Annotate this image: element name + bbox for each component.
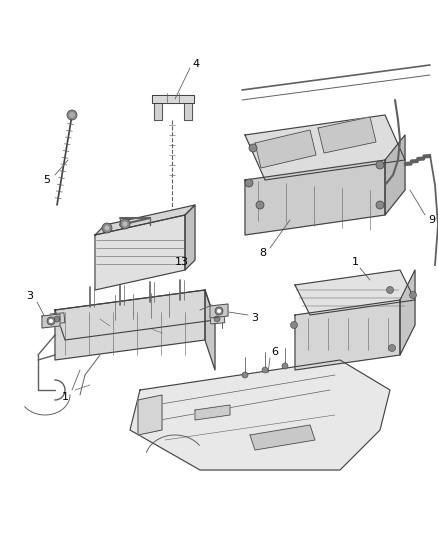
Circle shape	[410, 292, 417, 298]
Polygon shape	[42, 314, 60, 328]
Circle shape	[123, 222, 127, 227]
Text: 1: 1	[352, 257, 358, 267]
Circle shape	[245, 179, 253, 187]
Polygon shape	[245, 160, 385, 235]
Polygon shape	[154, 103, 162, 120]
Circle shape	[214, 316, 220, 322]
Circle shape	[49, 319, 53, 323]
Circle shape	[376, 161, 384, 169]
Circle shape	[249, 144, 257, 152]
Circle shape	[69, 112, 75, 118]
Polygon shape	[385, 135, 405, 215]
Bar	[210, 313, 225, 324]
Polygon shape	[250, 425, 315, 450]
Text: 8: 8	[259, 248, 267, 258]
Polygon shape	[245, 115, 405, 180]
Polygon shape	[205, 290, 215, 370]
Circle shape	[290, 321, 297, 328]
Circle shape	[389, 344, 396, 351]
Polygon shape	[55, 290, 205, 360]
Polygon shape	[318, 117, 376, 153]
Circle shape	[376, 201, 384, 209]
Polygon shape	[210, 304, 228, 318]
Circle shape	[120, 219, 130, 229]
Circle shape	[215, 307, 223, 315]
Text: 13: 13	[175, 257, 189, 267]
Text: 1: 1	[61, 392, 68, 402]
Circle shape	[102, 223, 112, 233]
Circle shape	[217, 309, 221, 313]
Circle shape	[282, 363, 288, 369]
Text: 4: 4	[192, 59, 200, 69]
Circle shape	[67, 110, 77, 120]
Text: 5: 5	[43, 175, 50, 185]
Polygon shape	[95, 205, 195, 235]
Polygon shape	[295, 270, 415, 315]
Circle shape	[256, 201, 264, 209]
Polygon shape	[400, 270, 415, 355]
Circle shape	[47, 317, 55, 325]
Text: 6: 6	[272, 347, 279, 357]
Polygon shape	[152, 95, 194, 103]
Text: 9: 9	[428, 215, 435, 225]
Polygon shape	[55, 290, 215, 340]
Text: 3: 3	[27, 291, 33, 301]
Polygon shape	[295, 300, 400, 370]
Polygon shape	[255, 130, 316, 168]
Polygon shape	[185, 205, 195, 270]
Polygon shape	[138, 395, 162, 435]
Circle shape	[54, 316, 60, 322]
Polygon shape	[130, 360, 390, 470]
Bar	[50, 313, 65, 324]
Circle shape	[262, 367, 268, 373]
Circle shape	[242, 372, 248, 378]
Circle shape	[386, 287, 393, 294]
Polygon shape	[95, 215, 185, 290]
Text: 3: 3	[251, 313, 258, 323]
Polygon shape	[184, 103, 192, 120]
Polygon shape	[195, 405, 230, 420]
Circle shape	[105, 225, 110, 230]
